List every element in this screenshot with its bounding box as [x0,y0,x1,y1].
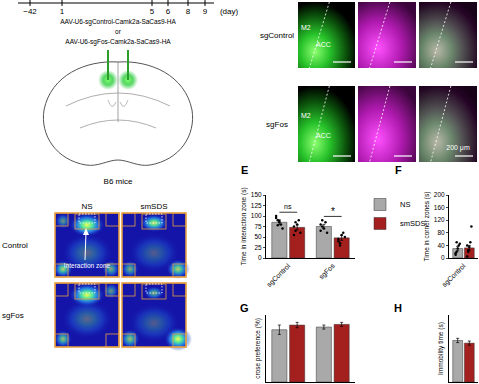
svg-text:sgFos: sgFos [318,262,337,281]
svg-text:AAV-U6-sgControl-Camk2a-SaCas9: AAV-U6-sgControl-Camk2a-SaCas9-HA [60,18,176,26]
svg-text:F: F [395,164,402,176]
svg-text:−42: −42 [23,7,37,16]
svg-text:Immobility time (s): Immobility time (s) [437,322,445,375]
svg-text:E: E [241,164,248,176]
svg-text:100: 100 [251,212,262,219]
svg-text:*: * [331,206,335,217]
svg-text:5: 5 [150,7,155,16]
svg-text:ns: ns [284,203,292,210]
svg-text:sgControl: sgControl [265,262,292,289]
svg-text:160: 160 [434,204,445,211]
svg-text:AAV-U6-sgFos-Camk2a-SaCas9-HA: AAV-U6-sgFos-Camk2a-SaCas9-HA [65,38,171,46]
svg-text:M2: M2 [301,112,311,119]
svg-text:8: 8 [186,7,191,16]
svg-text:B6 mice: B6 mice [104,177,133,186]
svg-text:75: 75 [254,223,262,230]
svg-text:M2: M2 [301,24,311,31]
svg-text:125: 125 [251,202,262,209]
svg-text:ACC: ACC [316,132,331,139]
svg-text:6: 6 [166,7,171,16]
svg-text:Control: Control [2,241,28,250]
svg-text:smSDS: smSDS [400,219,425,228]
svg-text:G: G [240,302,249,314]
svg-text:sgControl: sgControl [441,262,468,289]
svg-text:50: 50 [254,233,262,240]
svg-text:sgFos: sgFos [2,311,24,320]
svg-text:150: 150 [251,191,262,198]
svg-text:or: or [115,28,122,35]
svg-text:(day): (day) [220,7,239,16]
svg-text:smSDS: smSDS [140,202,167,211]
svg-text:80: 80 [437,229,445,236]
svg-text:sgControl: sgControl [260,31,294,40]
svg-text:200 μm: 200 μm [446,144,470,152]
svg-text:25: 25 [254,244,262,251]
svg-text:0: 0 [258,254,262,261]
svg-text:NS: NS [400,200,410,209]
svg-text:Time in corner zones (s): Time in corner zones (s) [423,192,431,262]
svg-text:Time in interaction zone (s): Time in interaction zone (s) [240,187,248,265]
svg-text:Interaction zone: Interaction zone [64,262,111,269]
svg-text:9: 9 [203,7,208,16]
svg-text:200: 200 [434,191,445,198]
svg-text:ACC: ACC [316,41,331,48]
svg-text:NS: NS [81,202,92,211]
svg-text:sgFos: sgFos [266,120,288,129]
svg-text:120: 120 [434,216,445,223]
svg-text:1: 1 [60,7,65,16]
svg-text:crose preference (%): crose preference (%) [254,318,262,379]
svg-text:H: H [394,302,402,314]
svg-text:0: 0 [441,254,445,261]
svg-text:40: 40 [437,242,445,249]
